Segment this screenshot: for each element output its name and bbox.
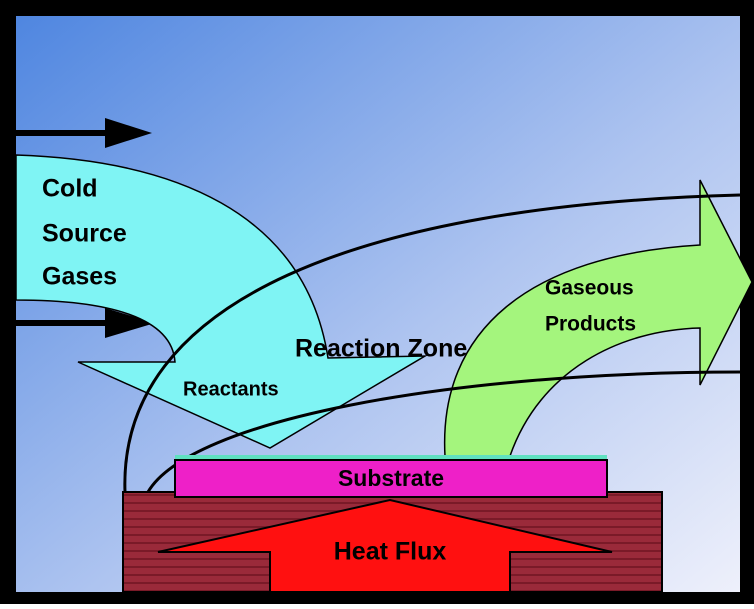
label: Cold xyxy=(42,175,98,203)
label: Products xyxy=(545,313,636,336)
substrate xyxy=(174,459,608,498)
label: Reaction Zone xyxy=(295,335,467,363)
cold-gas-arrow xyxy=(15,154,428,449)
label: Gaseous xyxy=(545,277,634,300)
label: Source xyxy=(42,220,127,248)
label: Heat Flux xyxy=(334,538,447,566)
film-layer xyxy=(175,455,607,460)
boundary-line xyxy=(123,193,741,493)
label: Substrate xyxy=(338,465,444,491)
label: Reactants xyxy=(183,378,279,400)
inflow-arrows xyxy=(16,118,155,338)
product-arrow xyxy=(443,179,753,457)
label: Gases xyxy=(42,263,117,291)
heat-arrow xyxy=(157,498,613,593)
